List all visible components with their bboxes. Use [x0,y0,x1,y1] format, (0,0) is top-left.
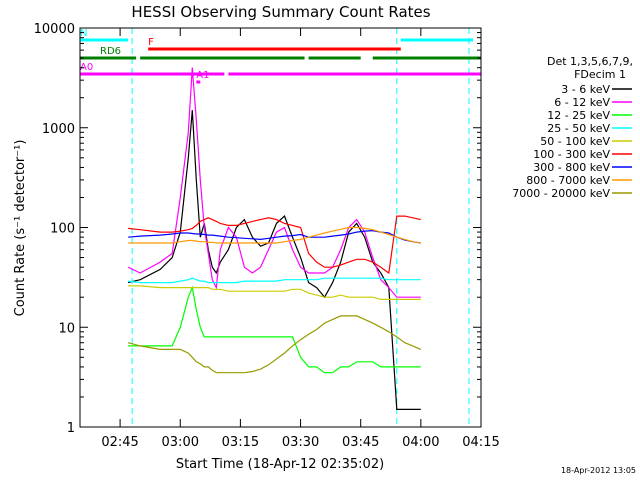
x-tick-label-5: 04:00 [402,435,439,450]
x-tick-label-2: 03:15 [222,435,259,450]
x-tick-label-6: 04:15 [462,435,499,450]
flag-label-n: N [80,28,87,39]
flag-label-a0: A0 [80,62,93,73]
y-tick-label-4: 10000 [34,22,75,37]
y-tick-label-2: 100 [50,222,75,237]
series-line-8 [127,315,422,374]
legend-header-2: FDecim 1 [574,68,626,81]
flag-label-f: F [148,37,154,48]
x-axis-label: Start Time (18-Apr-12 02:35:02) [176,457,384,472]
legend-label-3: 25 - 50 keV [547,122,610,135]
series-line-3 [128,277,421,284]
series-line-7 [128,226,421,244]
y-axis-label: Count Rate (s⁻¹ detector⁻¹) [13,140,28,317]
series-line-1 [127,67,421,298]
x-tick-label-3: 03:30 [282,435,319,450]
legend-label-7: 800 - 7000 keV [526,174,610,187]
legend-label-2: 12 - 25 keV [547,109,610,122]
legend-header-1: Det 1,3,5,6,7,9, [547,55,633,68]
legend-label-6: 300 - 800 keV [533,161,610,174]
x-tick-label-0: 02:45 [101,435,138,450]
flag-label-rd6: RD6 [100,46,121,57]
legend-label-4: 50 - 100 keV [540,135,610,148]
timestamp: 18-Apr-2012 13:05 [561,466,636,475]
x-tick-label-4: 03:45 [342,435,379,450]
legend-label-5: 100 - 300 keV [533,148,610,161]
y-tick-label-1: 10 [58,321,75,336]
y-tick-label-0: 1 [67,421,75,436]
chart-title: HESSI Observing Summary Count Rates [131,3,430,21]
series-line-2 [128,285,421,374]
series-line-4 [128,285,421,300]
legend-label-0: 3 - 6 keV [561,83,610,96]
plot-frame [79,27,482,428]
series-line-6 [128,229,421,244]
series-line-5 [128,215,421,275]
axes: 02:45 03:00 03:15 03:30 03:45 04:00 04:15 1 10 10… [34,22,500,450]
x-tick-label-1: 03:00 [162,435,199,450]
legend-label-8: 7000 - 20000 keV [512,187,610,200]
legend-label-1: 6 - 12 keV [554,96,610,109]
y-tick-label-3: 1000 [42,122,75,137]
plot-area: NFRD6A1A0 [80,28,481,427]
